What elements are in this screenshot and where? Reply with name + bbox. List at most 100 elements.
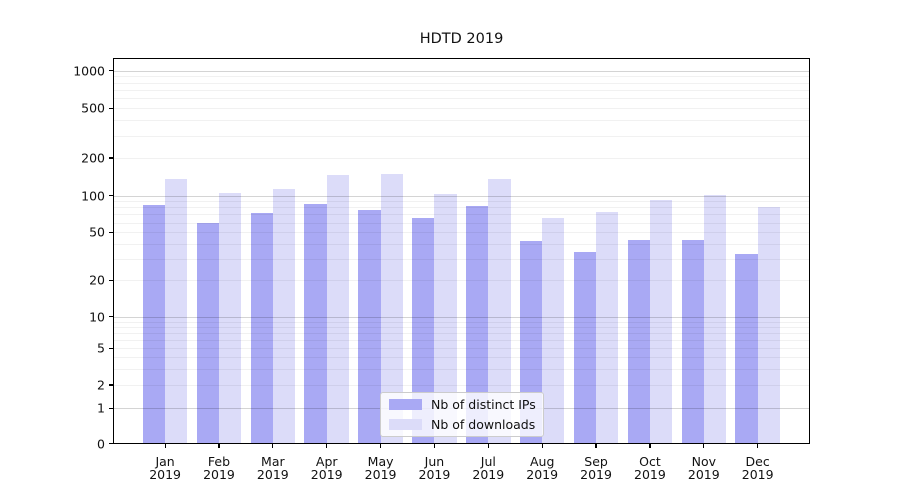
y-tick-mark [109,279,113,281]
x-tick-label-aug: Aug 2019 [526,453,559,482]
y-tick-label-2: 2 [97,377,105,393]
bar-downloads-jun [434,194,457,444]
x-tick-label-oct: Oct 2019 [634,453,666,482]
gridline-80 [113,207,810,209]
bar-distinct-ips-oct [627,240,650,444]
x-tick-mark [272,443,274,448]
gridline-90 [113,201,810,203]
bar-distinct-ips-feb [196,222,219,444]
y-tick-label-5: 5 [97,340,105,356]
bar-distinct-ips-nov [681,240,704,444]
x-tick-label-may: May 2019 [364,453,397,482]
y-tick-mark [109,195,113,197]
bar-distinct-ips-sep [573,252,597,444]
bar-downloads-nov [703,195,727,444]
y-tick-mark [109,107,113,109]
legend-label-distinct-ips: Nb of distinct IPs [431,397,536,413]
legend-label-downloads: Nb of downloads [431,416,536,432]
gridline-3 [113,368,810,370]
gridline-600 [113,98,810,100]
gridline-1000 [113,70,810,72]
y-tick-label-0: 0 [97,436,105,451]
x-tick-mark [379,443,382,448]
gridline-700 [113,89,810,91]
x-tick-label-dec: Dec 2019 [741,453,774,482]
gridline-200 [113,158,810,159]
bar-downloads-apr [326,175,349,444]
gridline-900 [113,76,810,78]
x-tick-mark [487,443,489,448]
bar-distinct-ips-jan [142,205,166,444]
x-tick-mark [433,443,436,448]
y-tick-label-200: 200 [81,150,105,166]
legend-swatch-downloads [389,418,422,430]
y-tick-mark [109,231,113,233]
gridline-2 [113,385,810,386]
gridline-10 [113,316,810,318]
y-tick-mark [109,384,113,386]
bar-distinct-ips-may [358,210,381,444]
x-tick-label-apr: Apr 2019 [310,453,343,482]
bar-downloads-sep [596,212,619,444]
x-tick-label-nov: Nov 2019 [687,453,720,482]
gridline-400 [113,120,810,122]
y-tick-label-1000: 1000 [73,63,105,78]
gridline-50 [113,232,810,234]
bar-downloads-oct [649,199,673,444]
y-tick-mark [109,407,113,409]
bar-downloads-dec [757,207,780,444]
x-tick-label-mar: Mar 2019 [256,453,289,482]
bar-downloads-jan [165,178,188,444]
gridline-40 [113,243,810,245]
chart-title: HDTD 2019 [419,31,504,47]
x-tick-label-sep: Sep 2019 [580,453,612,482]
y-tick-label-50: 50 [89,224,105,240]
bar-distinct-ips-mar [250,212,273,444]
gridline-8 [113,326,810,328]
x-tick-mark [703,443,705,448]
gridline-300 [113,135,810,137]
y-tick-label-20: 20 [89,272,105,288]
bar-distinct-ips-dec [735,253,758,444]
legend-swatch-distinct-ips [389,399,422,411]
x-tick-mark [218,443,220,448]
gridline-60 [113,222,810,224]
gridline-4 [113,357,810,359]
bar-distinct-ips-apr [304,204,327,444]
x-tick-mark [595,443,597,448]
y-tick-label-10: 10 [89,309,105,325]
x-tick-mark [757,443,759,448]
x-tick-mark [649,443,651,448]
legend-item-downloads: Nb of downloads [381,417,543,432]
y-tick-label-500: 500 [81,100,105,116]
x-tick-label-feb: Feb 2019 [203,453,235,482]
plot-border [113,57,810,444]
y-tick-mark [109,316,113,318]
gridline-7 [113,332,810,334]
bar-downloads-aug [542,218,565,444]
bar-distinct-ips-jul [466,206,489,444]
y-tick-mark [109,69,113,72]
x-tick-mark [541,443,543,448]
x-tick-mark [164,443,166,448]
gridline-100 [113,195,810,197]
gridline-800 [113,82,810,84]
gridline-30 [113,258,810,260]
gridline-20 [113,280,810,282]
gridline-5 [113,348,810,350]
x-tick-label-jun: Jun 2019 [418,453,451,482]
legend-item-distinct-ips: Nb of distinct IPs [381,397,543,412]
legend: Nb of distinct IPs Nb of downloads [380,392,544,437]
y-tick-mark [109,347,113,349]
bar-downloads-mar [272,188,296,444]
y-tick-label-1: 1 [97,400,105,416]
gridline-6 [113,339,810,341]
y-tick-label-100: 100 [81,188,105,204]
x-tick-mark [326,443,328,448]
bar-distinct-ips-jun [412,218,435,444]
bar-downloads-jul [488,179,511,444]
